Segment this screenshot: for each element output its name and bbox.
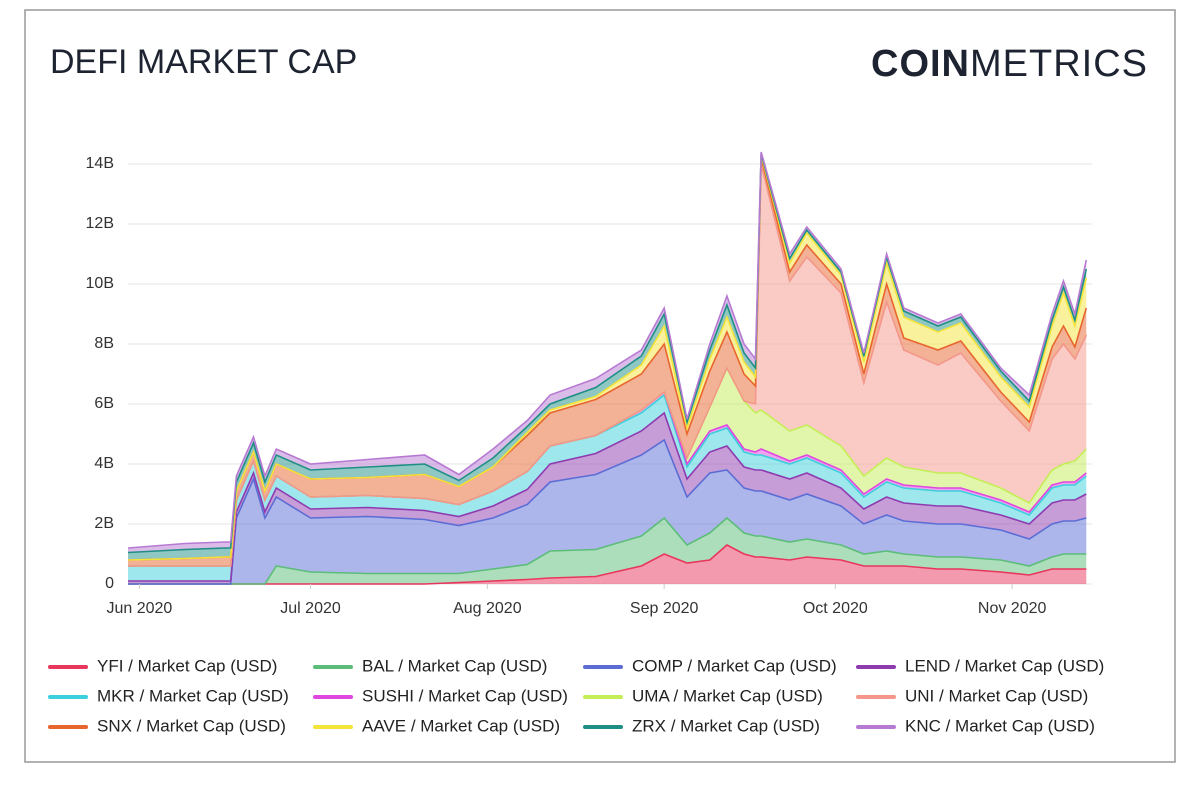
area-line	[128, 163, 1088, 567]
legend-label: ZRX / Market Cap (USD)	[632, 716, 820, 735]
logo: COINMETRICS	[871, 43, 1148, 85]
area	[128, 545, 1087, 584]
x-tick-label: Sep 2020	[630, 600, 699, 617]
legend-label: LEND / Market Cap (USD)	[905, 656, 1104, 675]
area-line	[127, 154, 1088, 561]
chart-title: DEFI MARKET CAP	[50, 43, 357, 81]
x-tick-label: Jul 2020	[280, 600, 341, 617]
y-tick-label: 12B	[86, 215, 114, 232]
area-line	[128, 544, 1087, 585]
legend-label: COMP / Market Cap (USD)	[632, 656, 837, 675]
area-line	[127, 153, 1088, 554]
legend-label: MKR / Market Cap (USD)	[97, 686, 289, 705]
legend: YFI / Market Cap (USD) BAL / Market Cap (…	[48, 656, 1104, 735]
x-tick-label: Oct 2020	[803, 600, 868, 617]
legend-label: KNC / Market Cap (USD)	[905, 716, 1095, 735]
legend-label: YFI / Market Cap (USD)	[97, 656, 277, 675]
areas	[127, 151, 1088, 585]
area-line	[128, 411, 1087, 582]
area	[128, 368, 1087, 566]
y-tick-label: 0	[105, 575, 114, 592]
x-tick-label: Aug 2020	[453, 600, 522, 617]
logo-bold: COIN	[871, 43, 970, 85]
legend-label: BAL / Market Cap (USD)	[362, 656, 547, 675]
y-tick-label: 14B	[86, 155, 114, 172]
area	[128, 518, 1087, 584]
y-tick-label: 8B	[94, 335, 114, 352]
legend-label: AAVE / Market Cap (USD)	[362, 716, 560, 735]
y-tick-label: 4B	[94, 455, 114, 472]
legend-label: UNI / Market Cap (USD)	[905, 686, 1088, 705]
legend-label: SNX / Market Cap (USD)	[97, 716, 286, 735]
area-line	[127, 151, 1088, 549]
area	[128, 395, 1087, 581]
legend-label: SUSHI / Market Cap (USD)	[362, 686, 568, 705]
y-tick-label: 6B	[94, 395, 114, 412]
y-tick-label: 2B	[94, 515, 114, 532]
area-line	[128, 516, 1087, 585]
axes: 0 2B 4B 6B 8B 10B 12B 14B Jun 2020 Jul 2020 Aug 20…	[86, 155, 1047, 617]
logo-light: METRICS	[970, 43, 1148, 85]
area	[128, 440, 1087, 584]
x-tick-label: Jun 2020	[106, 600, 172, 617]
x-tick-label: Nov 2020	[978, 600, 1047, 617]
area	[128, 164, 1087, 566]
y-tick-label: 10B	[86, 275, 114, 292]
area-line	[128, 438, 1087, 585]
legend-label: UMA / Market Cap (USD)	[632, 686, 823, 705]
